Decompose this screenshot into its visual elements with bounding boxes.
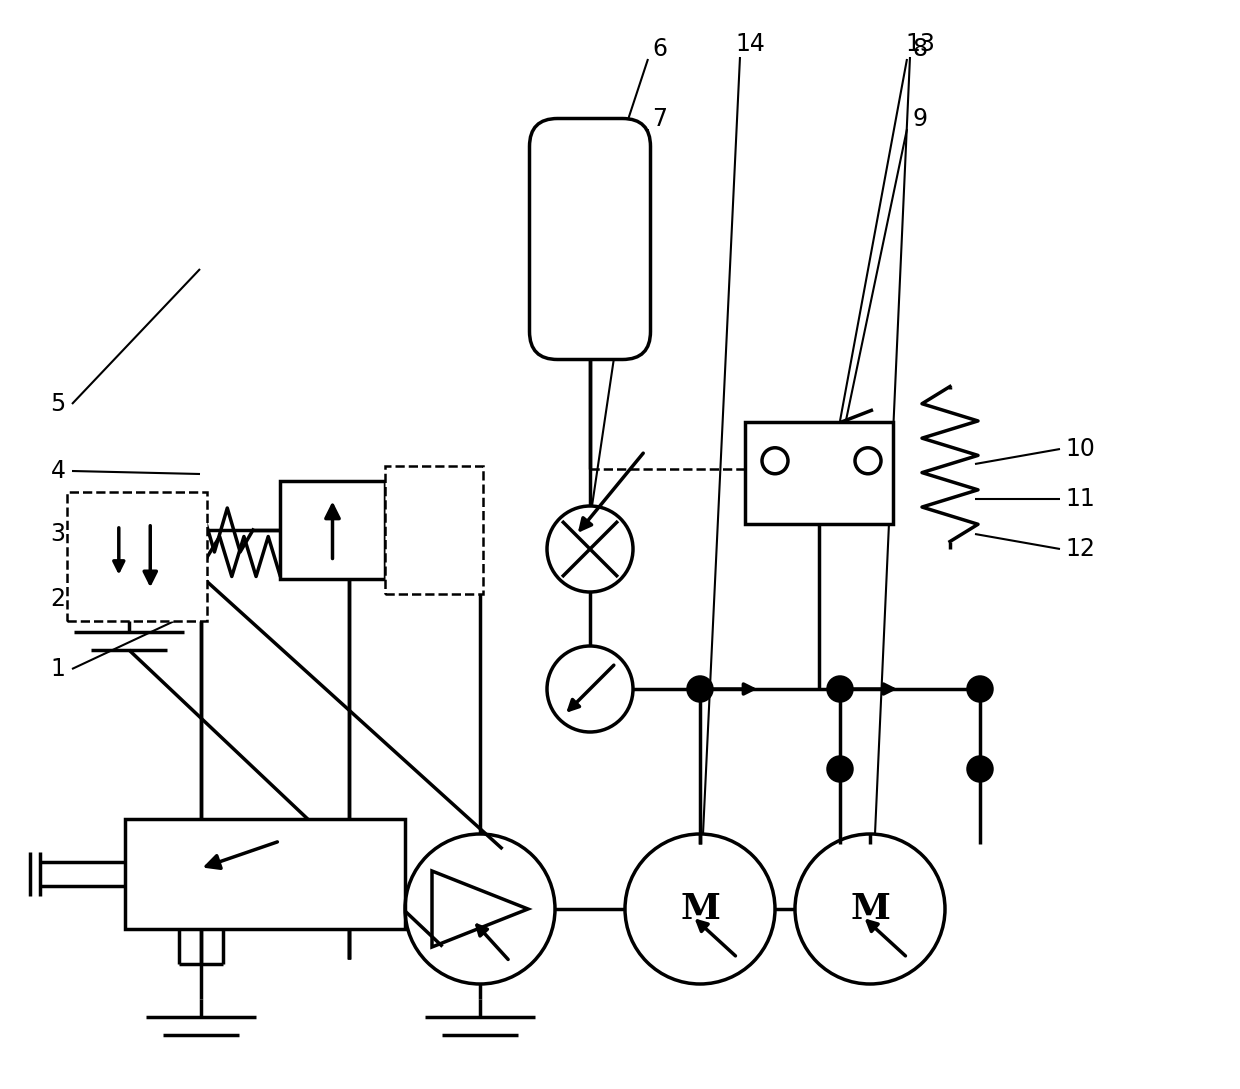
Text: 9: 9 [913,107,928,131]
Text: M: M [849,892,890,926]
Circle shape [968,677,992,701]
Text: 8: 8 [913,37,928,61]
Bar [95,504,180,609]
Bar [67,492,207,621]
Bar [125,819,405,929]
Text: 12: 12 [1065,537,1095,561]
Text: 1: 1 [51,657,66,681]
Circle shape [688,677,712,701]
Text: 14: 14 [735,32,765,56]
Text: 4: 4 [51,458,66,484]
Text: 10: 10 [1065,437,1095,461]
Circle shape [828,677,852,701]
Text: 7: 7 [652,107,667,131]
Text: 5: 5 [51,392,66,416]
Circle shape [828,757,852,781]
Bar [280,481,384,579]
FancyBboxPatch shape [529,119,651,359]
Text: 11: 11 [1065,487,1095,511]
Bar [384,466,484,594]
Bar [745,423,893,524]
Text: 3: 3 [51,522,66,546]
Circle shape [968,757,992,781]
Text: M: M [680,892,720,926]
Text: 13: 13 [905,32,935,56]
Text: 2: 2 [51,587,66,611]
Text: 6: 6 [652,37,667,61]
